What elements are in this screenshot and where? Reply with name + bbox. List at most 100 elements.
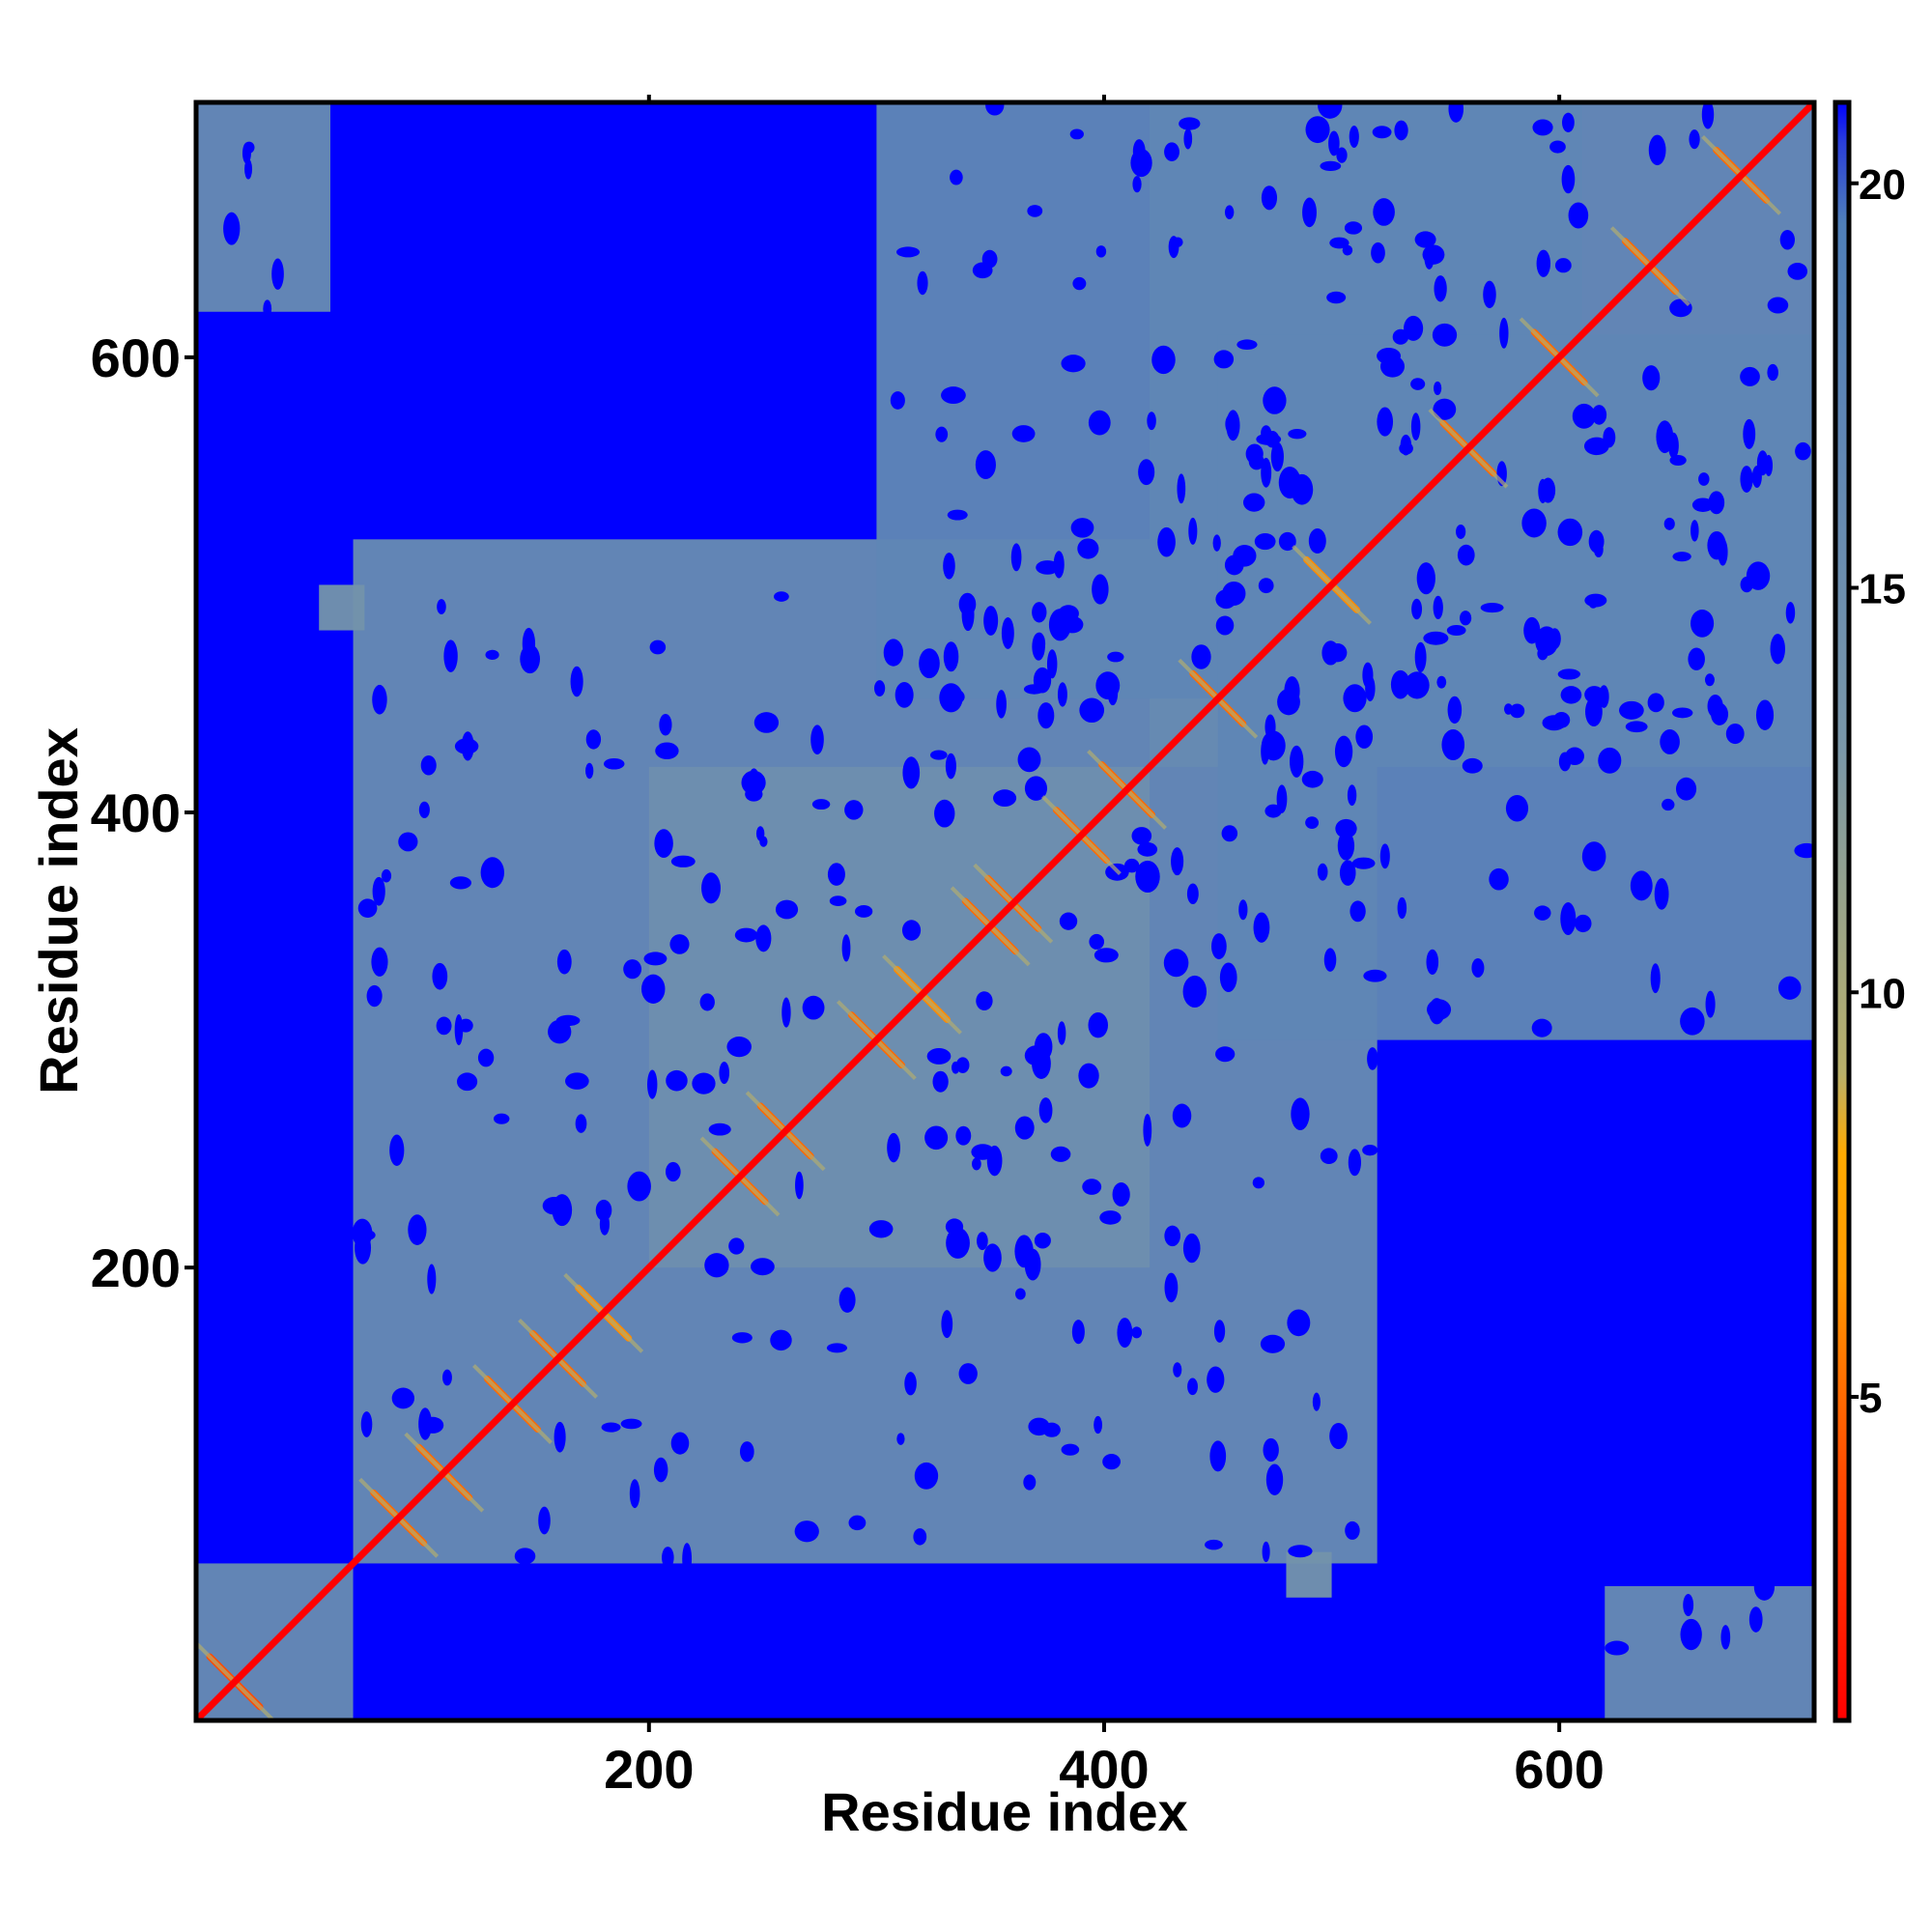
- heatmap-speckle: [1215, 615, 1235, 636]
- heatmap-speckle: [1245, 443, 1264, 465]
- heatmap-speckle: [1209, 1440, 1227, 1472]
- heatmap-speckle: [666, 1069, 688, 1092]
- heatmap-speckle: [1448, 102, 1464, 123]
- heatmap-speckle: [1088, 410, 1111, 436]
- heatmap-speckle: [654, 829, 673, 858]
- heatmap-speckle: [1291, 1097, 1310, 1130]
- heatmap-speckle: [442, 1369, 452, 1386]
- heatmap-speckle: [1554, 258, 1572, 273]
- heatmap-speckle: [1572, 403, 1596, 429]
- heatmap-speckle: [943, 553, 955, 580]
- heatmap-speckle: [1335, 818, 1357, 838]
- heatmap-area: [196, 102, 1814, 1720]
- heatmap-speckle: [1561, 164, 1576, 194]
- heatmap-speckle: [901, 920, 922, 941]
- heatmap-speckle: [1347, 784, 1357, 807]
- heatmap-speckle: [701, 872, 721, 904]
- heatmap-speckle: [1057, 1021, 1066, 1045]
- heatmap-speckle: [1211, 933, 1227, 960]
- heatmap-speckle: [951, 1061, 960, 1074]
- heatmap-speckle: [1770, 634, 1785, 665]
- heatmap-speckle: [913, 1528, 927, 1546]
- heatmap-speckle: [1532, 119, 1553, 136]
- heatmap-speckle: [366, 984, 383, 1008]
- heatmap-speckle: [1718, 538, 1728, 566]
- heatmap-speckle: [1777, 976, 1802, 1000]
- heatmap-speckle: [420, 755, 437, 776]
- heatmap-speckle: [941, 386, 966, 405]
- heatmap-speckle: [1405, 671, 1430, 699]
- heatmap-speckle: [1447, 696, 1463, 724]
- heatmap-speckle: [1459, 611, 1472, 626]
- heatmap-speckle: [1351, 857, 1376, 869]
- heatmap-speckle: [1317, 863, 1328, 881]
- heatmap-speckle: [244, 158, 253, 180]
- heatmap-speckle: [1028, 1417, 1050, 1436]
- heatmap-speckle: [1163, 949, 1189, 978]
- heatmap-speckle: [480, 857, 504, 889]
- heatmap-speckle: [443, 639, 458, 672]
- heatmap-speckle: [1046, 649, 1058, 679]
- heatmap-speckle: [372, 876, 385, 906]
- heatmap-speckle: [585, 729, 602, 750]
- heatmap-speckle: [629, 1479, 640, 1509]
- heatmap-speckle: [1034, 1232, 1051, 1249]
- heatmap-speckle: [1336, 147, 1348, 163]
- heatmap-speckle: [1328, 130, 1340, 156]
- heatmap-speckle: [1350, 900, 1366, 923]
- heatmap-speckle: [1656, 420, 1674, 454]
- heatmap-speckle: [1362, 1145, 1378, 1156]
- heatmap-speckle: [917, 270, 928, 296]
- heatmap-speckle: [427, 1264, 437, 1294]
- heatmap-speckle: [753, 712, 780, 733]
- heatmap-speckle: [930, 750, 948, 760]
- heatmap-speckle: [1690, 609, 1715, 638]
- heatmap-speckle: [1213, 1320, 1226, 1343]
- heatmap-speckle: [1740, 366, 1760, 386]
- heatmap-speckle: [436, 1016, 452, 1036]
- heatmap-speckle: [1263, 386, 1287, 414]
- heatmap-speckle: [1392, 328, 1409, 345]
- heatmap-speckle: [739, 1441, 754, 1463]
- heatmap-speckle: [1305, 816, 1320, 830]
- heatmap-speckle: [1574, 914, 1592, 933]
- heatmap-speckle: [649, 639, 667, 655]
- heatmap-speckle: [810, 724, 824, 755]
- heatmap-speckle: [1688, 647, 1705, 671]
- y-tick-label: 400: [91, 782, 181, 843]
- heatmap-speckle: [934, 799, 955, 828]
- heatmap-speckle: [381, 868, 392, 883]
- heatmap-speckle: [570, 666, 583, 697]
- heatmap-speckle: [1794, 842, 1814, 859]
- heatmap-speckle: [692, 1072, 716, 1094]
- heatmap-speckle: [1680, 1618, 1702, 1651]
- heatmap-speckle: [1414, 641, 1427, 673]
- heatmap-speckle: [829, 895, 847, 907]
- colorbar-tick-label: 20: [1859, 161, 1906, 209]
- heatmap-speckle: [662, 1547, 674, 1569]
- heatmap-speckle: [794, 1520, 819, 1543]
- heatmap-speckle: [418, 801, 430, 818]
- heatmap-speckle: [1552, 712, 1571, 728]
- heatmap-speckle: [1037, 702, 1055, 729]
- heatmap-speckle: [1397, 896, 1407, 920]
- heatmap-speckle: [1071, 1320, 1085, 1345]
- heatmap-speckle: [774, 591, 789, 602]
- heatmap-speckle: [1107, 651, 1124, 663]
- heatmap-speckle: [454, 738, 479, 754]
- heatmap-speckle: [1182, 1233, 1201, 1264]
- x-axis-title: Residue index: [821, 1781, 1188, 1842]
- heatmap-speckle: [1565, 747, 1584, 766]
- heatmap-speckle: [924, 1125, 949, 1151]
- heatmap-speckle: [1503, 703, 1514, 715]
- heatmap-speckle: [555, 1014, 581, 1027]
- heatmap-speckle: [751, 1258, 775, 1276]
- heatmap-speckle: [556, 949, 572, 975]
- heatmap-speckle: [1188, 517, 1198, 545]
- heatmap-speckle: [670, 855, 696, 867]
- heatmap-speckle: [1000, 1065, 1012, 1077]
- heatmap-speckle: [1094, 1415, 1103, 1435]
- heatmap-speckle: [1147, 412, 1156, 431]
- heatmap-speckle: [1720, 1625, 1731, 1650]
- plot-frame: [193, 99, 1817, 1723]
